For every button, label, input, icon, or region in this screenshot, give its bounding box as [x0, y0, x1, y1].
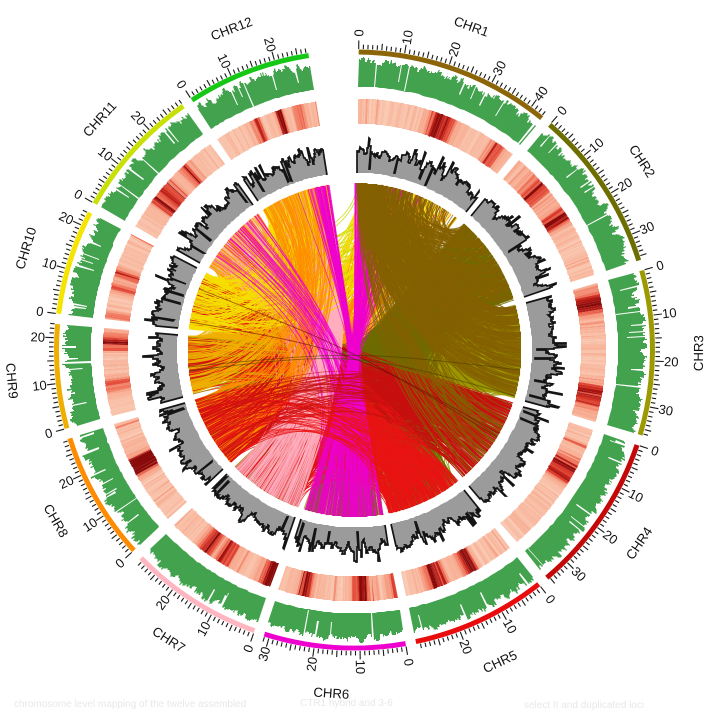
svg-text:30: 30 — [637, 218, 656, 237]
svg-text:10: 10 — [194, 619, 214, 639]
svg-text:20: 20 — [445, 40, 464, 58]
svg-text:CHR6: CHR6 — [313, 684, 350, 701]
svg-text:10: 10 — [214, 51, 234, 70]
svg-text:0: 0 — [655, 257, 666, 273]
svg-text:40: 40 — [531, 83, 552, 104]
svg-text:0: 0 — [649, 443, 661, 460]
svg-text:0: 0 — [43, 425, 54, 441]
svg-text:10: 10 — [661, 305, 677, 322]
svg-text:20: 20 — [30, 329, 45, 345]
svg-text:0: 0 — [401, 657, 417, 667]
svg-text:CHR9: CHR9 — [3, 362, 21, 399]
svg-text:0: 0 — [35, 304, 44, 320]
svg-text:20: 20 — [261, 36, 279, 54]
svg-text:0: 0 — [351, 29, 366, 36]
svg-text:20: 20 — [615, 174, 635, 194]
svg-text:20: 20 — [664, 354, 679, 370]
svg-text:10: 10 — [626, 486, 646, 506]
svg-text:10: 10 — [399, 29, 416, 46]
svg-text:10: 10 — [500, 616, 520, 636]
svg-text:20: 20 — [456, 637, 475, 656]
svg-text:CHR3: CHR3 — [691, 335, 706, 371]
svg-text:20: 20 — [57, 472, 76, 492]
svg-text:20: 20 — [600, 527, 621, 548]
svg-text:select II and duplicated loci: select II and duplicated loci — [524, 700, 644, 711]
svg-text:20: 20 — [152, 592, 173, 613]
svg-text:0: 0 — [240, 643, 257, 655]
svg-text:20: 20 — [57, 208, 76, 228]
svg-text:20: 20 — [303, 656, 320, 672]
svg-text:10: 10 — [40, 255, 58, 273]
svg-text:30: 30 — [255, 645, 273, 663]
svg-text:chromosome level mapping of th: chromosome level mapping of the twelve a… — [14, 699, 246, 710]
svg-text:10: 10 — [31, 377, 47, 394]
svg-text:CTR1 hybrid and 3-6: CTR1 hybrid and 3-6 — [300, 698, 393, 709]
svg-text:30: 30 — [657, 401, 674, 418]
svg-text:30: 30 — [489, 58, 509, 78]
svg-text:10: 10 — [80, 514, 100, 534]
svg-text:10: 10 — [353, 660, 368, 675]
